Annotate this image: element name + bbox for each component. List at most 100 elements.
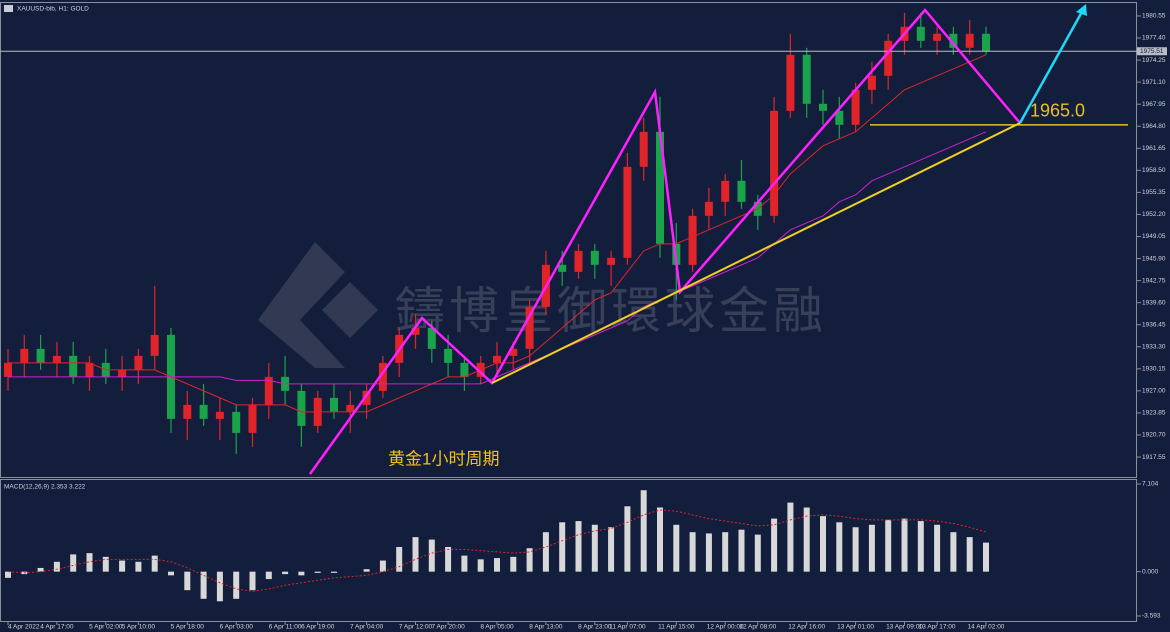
macd-bar <box>705 533 712 572</box>
candle-body <box>509 348 518 356</box>
candle-body <box>933 33 942 41</box>
macd-bar <box>608 527 615 572</box>
macd-bar <box>135 561 142 572</box>
macd-bar <box>934 524 941 572</box>
candle-body <box>770 110 779 216</box>
candle-body <box>851 89 860 125</box>
macd-bar <box>428 539 435 572</box>
moving-average <box>8 131 987 385</box>
macd-signal <box>7 509 987 592</box>
y-tick-label: 1958.50 <box>1142 167 1166 174</box>
macd-bar <box>233 571 240 599</box>
candle-body <box>248 404 257 433</box>
x-tick-label: 6 Apr 03:00 <box>220 624 254 631</box>
x-tick-label: 13 Apr 01:00 <box>837 624 874 631</box>
watermark-logo <box>258 242 345 368</box>
macd-bar <box>151 555 158 572</box>
x-tick-label: 14 Apr 02:00 <box>968 624 1005 631</box>
macd-bar <box>591 524 598 572</box>
candle-body <box>460 362 469 377</box>
x-tick-label: 12 Apr 08:00 <box>739 624 776 631</box>
zigzag-wave <box>308 8 1021 475</box>
candle-body <box>427 327 436 349</box>
candle-body <box>493 355 501 363</box>
candle-body <box>737 180 746 202</box>
candle-body <box>52 355 61 363</box>
macd-tick-label: 7.104 <box>1142 481 1159 488</box>
macd-bar <box>640 490 647 572</box>
current-price-label: 1975.51 <box>1140 48 1164 55</box>
candle-body <box>982 33 990 52</box>
watermark: 鑄博皇御環球金融 <box>258 242 823 368</box>
macd-bar <box>379 560 386 572</box>
macd-bar <box>363 569 370 572</box>
macd-bar <box>477 559 484 572</box>
candle-body <box>835 110 844 125</box>
candle-body <box>444 348 453 363</box>
candle-body <box>85 362 94 377</box>
candle-body <box>297 390 306 426</box>
candle-body <box>574 250 583 272</box>
candle-body <box>199 404 208 419</box>
x-tick-label: 4 Apr 17:00 <box>40 624 74 631</box>
y-tick-label: 1939.60 <box>1142 299 1166 306</box>
y-tick-label: 1917.55 <box>1142 454 1166 461</box>
x-tick-label: 5 Apr 10:00 <box>122 624 156 631</box>
y-tick-label: 1961.65 <box>1142 145 1166 152</box>
candle-body <box>949 33 958 48</box>
x-tick-label: 12 Apr 16:00 <box>788 624 825 631</box>
macd-bar <box>265 571 272 580</box>
x-tick-label: 13 Apr 09:00 <box>886 624 923 631</box>
x-tick-label: 7 Apr 04:00 <box>350 624 384 631</box>
candle-body <box>590 250 599 265</box>
macd-bar <box>885 519 892 572</box>
candle-body <box>215 411 224 419</box>
x-tick-label: 6 Apr 19:00 <box>301 624 335 631</box>
x-tick-label: 8 Apr 23:00 <box>578 624 612 631</box>
candle-body <box>232 411 241 433</box>
y-tick-label: 1952.20 <box>1142 211 1166 218</box>
header: XAUUSD-bib, H1: GOLD <box>17 6 89 13</box>
macd-bar <box>689 532 696 572</box>
macd-bar <box>868 524 875 572</box>
candle-body <box>36 348 45 363</box>
watermark-logo <box>322 282 378 338</box>
current-price-box <box>1137 47 1167 56</box>
y-tick-label: 1933.30 <box>1142 343 1166 350</box>
candle-body <box>330 397 338 412</box>
macd-bar <box>86 553 93 572</box>
candle-body <box>378 362 387 391</box>
macd-bar <box>37 567 44 572</box>
y-tick-label: 1945.90 <box>1142 255 1166 262</box>
macd-bar <box>722 532 729 572</box>
macd-bar <box>559 522 566 572</box>
candle-body <box>884 40 893 76</box>
macd-bar <box>494 558 500 572</box>
y-tick-label: 1967.95 <box>1142 101 1166 108</box>
x-tick-label: 8 Apr 05:00 <box>480 624 514 631</box>
candle-body <box>69 355 78 377</box>
candle-body <box>134 355 143 370</box>
candle-body <box>688 215 697 265</box>
macd-bar <box>526 548 533 572</box>
candle-body <box>183 404 192 419</box>
macd-bar <box>119 560 126 572</box>
candle-body <box>558 264 567 272</box>
candle-body <box>4 362 12 377</box>
candle-body <box>607 257 616 265</box>
macd-bar <box>966 537 973 572</box>
candle-body <box>346 404 355 412</box>
macd-bar <box>917 521 924 572</box>
y-tick-label: 1920.70 <box>1142 432 1166 439</box>
x-tick-label: 11 Apr 15:00 <box>658 624 695 631</box>
macd-bar <box>575 521 582 572</box>
macd-tick-label: -3.593 <box>1142 613 1161 620</box>
macd-frame <box>0 479 1137 622</box>
candle-body <box>639 131 648 167</box>
macd-bar <box>184 571 191 591</box>
macd-bar <box>820 516 826 572</box>
macd-bar <box>803 507 810 572</box>
macd-tick-label: 0.000 <box>1142 568 1159 575</box>
main-frame <box>0 2 1137 478</box>
